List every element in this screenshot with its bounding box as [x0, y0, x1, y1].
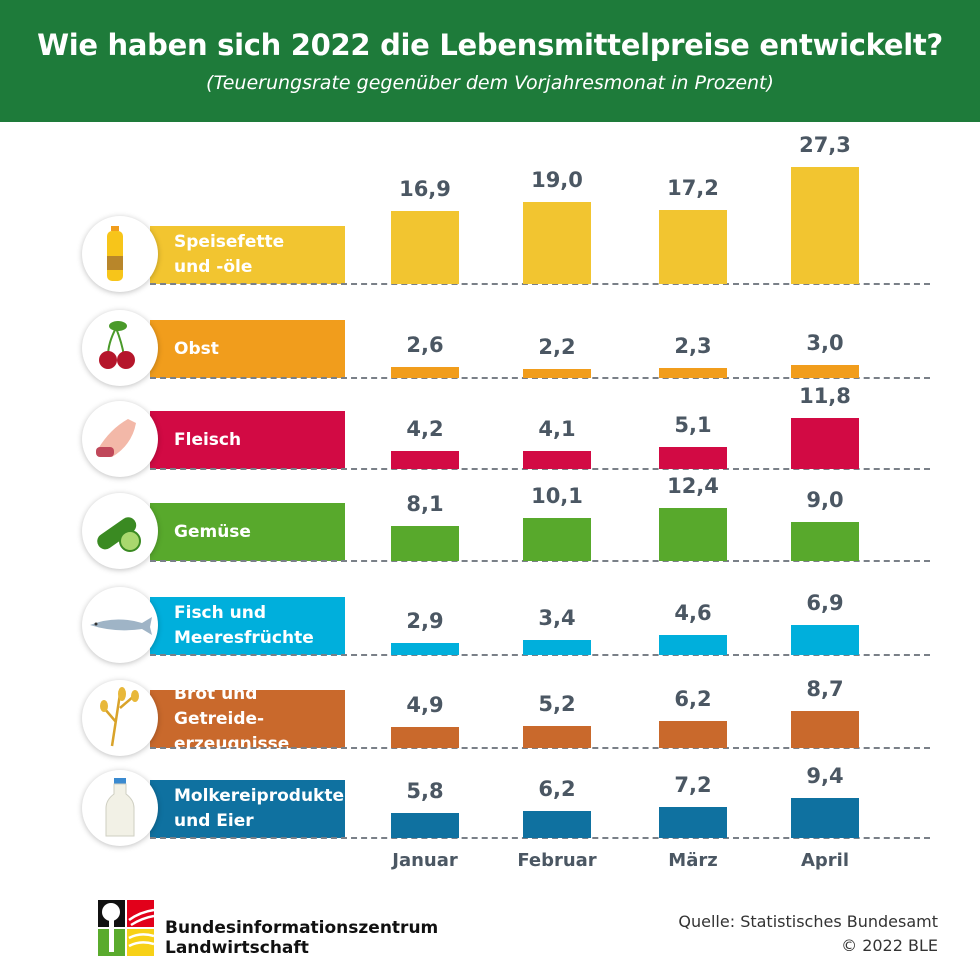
page-title: Wie haben sich 2022 die Lebensmittelprei…	[37, 28, 943, 62]
data-label: 4,2	[406, 416, 444, 441]
bar	[791, 710, 859, 748]
data-label: 27,3	[799, 132, 851, 157]
data-label: 6,9	[806, 591, 844, 616]
org-line-1: Bundesinformationszentrum	[165, 918, 439, 938]
data-label: 6,2	[538, 777, 576, 802]
bar	[523, 725, 591, 748]
data-label: 16,9	[399, 177, 451, 202]
bar	[791, 365, 859, 378]
data-label: 4,9	[406, 692, 444, 717]
bar	[391, 450, 459, 469]
bar	[659, 368, 727, 378]
milk-bottle-icon	[82, 770, 158, 846]
data-label: 8,1	[406, 492, 444, 517]
bar	[659, 807, 727, 838]
bar	[659, 721, 727, 748]
source-text: Quelle: Statistisches Bundesamt	[678, 912, 938, 931]
data-label: 12,4	[667, 473, 719, 498]
baseline	[150, 468, 930, 470]
data-label: 8,7	[806, 676, 844, 701]
data-label: 11,8	[799, 384, 851, 409]
bar	[791, 418, 859, 469]
bar	[523, 640, 591, 655]
data-label: 2,2	[538, 334, 576, 359]
data-label: 5,8	[406, 779, 444, 804]
data-label: 5,1	[674, 413, 712, 438]
bar	[391, 526, 459, 561]
category-label: Fisch und Meeresfrüchte	[150, 597, 345, 655]
month-label: Januar	[392, 850, 458, 871]
bar	[523, 451, 591, 469]
copyright-text: © 2022 BLE	[841, 936, 938, 955]
baseline	[150, 654, 930, 656]
bar	[391, 813, 459, 838]
bar	[791, 166, 859, 284]
baseline	[150, 837, 930, 839]
data-label: 9,0	[806, 488, 844, 513]
bar	[791, 522, 859, 561]
category-label: Molkereiprodukte und Eier	[150, 780, 345, 838]
bar	[791, 625, 859, 655]
data-label: 2,6	[406, 332, 444, 357]
data-label: 2,3	[674, 334, 712, 359]
data-label: 3,0	[806, 331, 844, 356]
category-label: Gemüse	[150, 503, 345, 561]
data-label: 4,6	[674, 601, 712, 626]
baseline	[150, 377, 930, 379]
month-label: März	[668, 850, 718, 871]
source-note: Quelle: Statistisches Bundesamt © 2022 B…	[678, 910, 938, 958]
category-label: Fleisch	[150, 411, 345, 469]
cherries-icon	[82, 310, 158, 386]
bar	[791, 797, 859, 838]
bar	[659, 210, 727, 284]
bar	[523, 811, 591, 838]
org-line-2: Landwirtschaft	[165, 938, 309, 958]
data-label: 5,2	[538, 691, 576, 716]
baseline	[150, 747, 930, 749]
data-label: 9,4	[806, 763, 844, 788]
baseline	[150, 283, 930, 285]
bar	[391, 642, 459, 655]
grain-icon	[82, 680, 158, 756]
bar	[659, 507, 727, 561]
bar	[391, 366, 459, 378]
data-label: 2,9	[406, 608, 444, 633]
bar	[659, 447, 727, 469]
bar	[523, 517, 591, 561]
bar	[391, 211, 459, 284]
category-label: Obst	[150, 320, 345, 378]
data-label: 4,1	[538, 417, 576, 442]
cucumber-icon	[82, 493, 158, 569]
oil-bottle-icon	[82, 216, 158, 292]
page-subtitle: (Teuerungsrate gegenüber dem Vorjahresmo…	[206, 72, 774, 94]
month-label: Februar	[517, 850, 597, 871]
month-label: April	[800, 850, 850, 871]
data-label: 7,2	[674, 773, 712, 798]
fish-icon	[82, 587, 158, 663]
category-label: Speisefette und -öle	[150, 226, 345, 284]
ble-logo	[98, 900, 154, 956]
organization-name: Bundesinformationszentrum Landwirtschaft	[165, 918, 438, 958]
data-label: 3,4	[538, 606, 576, 631]
bar	[523, 202, 591, 284]
data-label: 17,2	[667, 176, 719, 201]
category-label: Brot und Getreide- erzeugnisse	[150, 684, 345, 754]
bar	[659, 635, 727, 655]
header: Wie haben sich 2022 die Lebensmittelprei…	[0, 0, 980, 122]
data-label: 19,0	[531, 168, 583, 193]
bar	[523, 368, 591, 378]
data-label: 6,2	[674, 687, 712, 712]
meat-icon	[82, 401, 158, 477]
data-label: 10,1	[531, 483, 583, 508]
bar	[391, 726, 459, 748]
baseline	[150, 560, 930, 562]
